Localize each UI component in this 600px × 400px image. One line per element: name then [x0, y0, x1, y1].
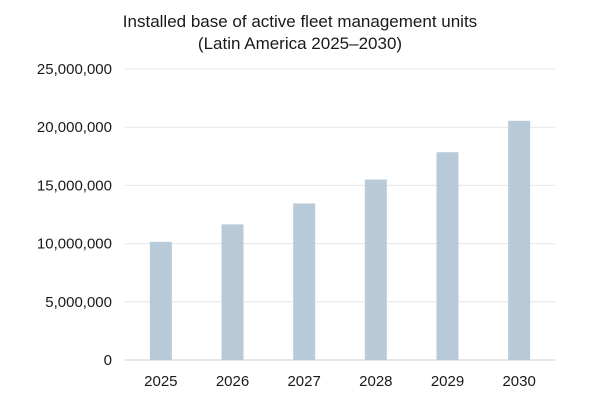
y-tick-label: 25,000,000: [37, 61, 112, 78]
bar: [149, 241, 172, 360]
y-tick-label: 15,000,000: [37, 177, 112, 194]
y-tick-label: 5,000,000: [45, 294, 112, 311]
x-tick-label: 2028: [359, 373, 392, 390]
x-tick-label: 2025: [144, 373, 177, 390]
x-tick-label: 2026: [216, 373, 249, 390]
x-tick-label: 2029: [431, 373, 464, 390]
y-tick-label: 10,000,000: [37, 236, 112, 253]
chart-title: Installed base of active fleet managemen…: [122, 12, 478, 31]
bar: [508, 120, 531, 360]
bar: [221, 224, 244, 360]
bar: [364, 179, 387, 360]
chart-subtitle: (Latin America 2025–2030): [197, 34, 403, 53]
y-tick-label: 0: [104, 352, 112, 369]
bar: [293, 203, 316, 360]
x-tick-label: 2027: [287, 373, 320, 390]
y-tick-label: 20,000,000: [37, 119, 112, 136]
bar: [436, 152, 459, 360]
x-tick-label: 2030: [502, 373, 535, 390]
